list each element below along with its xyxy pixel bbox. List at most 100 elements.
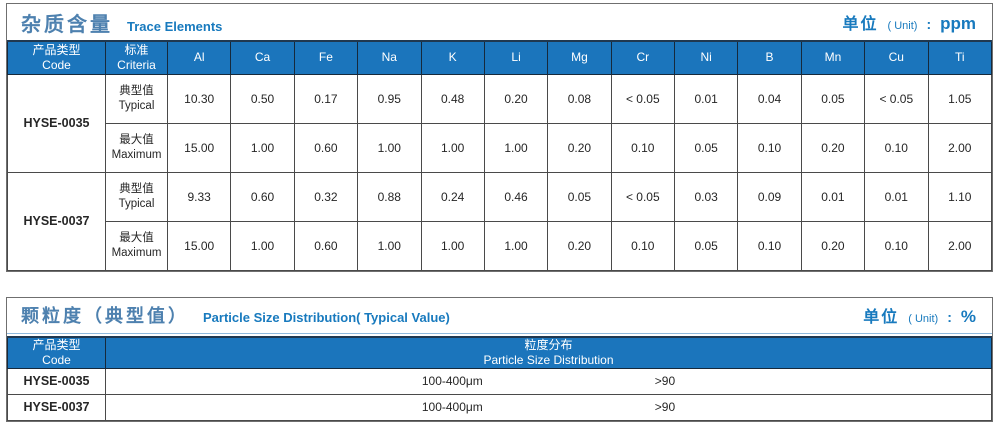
product-code-cell: HYSE-0037: [7, 393, 106, 421]
value-cell: 0.20: [483, 73, 549, 124]
value-cell: 1.00: [230, 220, 295, 271]
particle-table-body: HYSE-0035 100-400μm >90 HYSE-0037 100-400μm >…: [7, 367, 992, 421]
value-cell: 0.46: [483, 171, 549, 222]
trace-panel-header: 杂质含量 Trace Elements 单位 ( Unit) : ppm: [7, 4, 992, 40]
value-cell: 0.05: [800, 73, 866, 124]
particle-title-group: 颗粒度（典型值） Particle Size Distribution( Typ…: [21, 302, 450, 328]
column-header-element: B: [737, 40, 802, 75]
particle-panel-header: 颗粒度（典型值） Particle Size Distribution( Typ…: [7, 298, 992, 334]
particle-table-head: 产品类型 Code 粒度分布 Particle Size Distribution: [7, 335, 992, 369]
value-cell: 1.00: [420, 220, 485, 271]
column-header-element: Li: [483, 40, 549, 75]
value-cell: 0.10: [610, 122, 676, 173]
column-header-element: Cu: [864, 40, 929, 75]
value-cell: 2.00: [927, 122, 992, 173]
trace-title-en: Trace Elements: [127, 18, 223, 34]
value-cell: 0.10: [610, 220, 676, 271]
particle-percentage: >90: [654, 400, 676, 414]
column-header-element: Na: [357, 40, 422, 75]
trace-title-cn: 杂质含量: [21, 13, 113, 36]
value-cell: 0.60: [293, 220, 359, 271]
value-cell: 9.33: [166, 171, 232, 222]
value-cell: 0.20: [547, 220, 612, 271]
criteria-cell: 典型值 Typical: [105, 171, 168, 222]
value-cell: 0.24: [420, 171, 485, 222]
column-header-element: Al: [166, 40, 232, 75]
product-code-cell: HYSE-0035: [7, 73, 106, 173]
value-cell: 2.00: [927, 220, 992, 271]
column-header-code: 产品类型 Code: [7, 335, 106, 369]
value-cell: 0.88: [357, 171, 422, 222]
particle-range: 100-400μm: [421, 374, 483, 388]
unit-label-cn: 单位: [842, 16, 879, 33]
header-row: 产品类型 Code 粒度分布 Particle Size Distribution: [7, 335, 992, 369]
value-cell: 0.05: [673, 122, 739, 173]
column-header-criteria: 标准 Criteria: [105, 40, 168, 75]
value-cell: 1.00: [420, 122, 485, 173]
value-cell: 0.01: [673, 73, 739, 124]
value-cell: 0.50: [230, 73, 295, 124]
value-cell: 1.00: [230, 122, 295, 173]
column-header-element: Ca: [230, 40, 295, 75]
value-cell: 0.01: [864, 171, 929, 222]
value-cell: 0.10: [737, 122, 802, 173]
value-cell: 0.95: [357, 73, 422, 124]
table-row: HYSE-0037 典型值 Typical 9.33 0.60 0.32 0.88 0.24 0…: [7, 171, 992, 271]
unit-value: ppm: [940, 14, 976, 33]
table-row: HYSE-0037 100-400μm >90: [7, 393, 992, 421]
trace-table-body: HYSE-0035 典型值 Typical 10.30 0.50 0.17 0.95 0.48…: [7, 73, 992, 271]
trace-elements-table: 产品类型 Code 标准 Criteria Al Ca Fe Na K Li Mg Cr Ni B Mn Cu…: [7, 40, 992, 271]
distribution-values: 100-400μm >90: [106, 400, 991, 414]
column-header-element: Mn: [800, 40, 866, 75]
table-row: HYSE-0035 典型值 Typical 10.30 0.50 0.17 0.95 0.48…: [7, 73, 992, 173]
table-row: HYSE-0035 100-400μm >90: [7, 367, 992, 395]
value-cell: 1.05: [927, 73, 992, 124]
value-cell: 0.10: [864, 220, 929, 271]
trace-unit-group: 单位 ( Unit) : ppm: [842, 10, 976, 34]
unit-value: %: [960, 307, 976, 326]
value-cell: 0.32: [293, 171, 359, 222]
value-cell: 1.10: [927, 171, 992, 222]
particle-title-en: Particle Size Distribution( Typical Valu…: [203, 310, 450, 325]
value-cell: 0.05: [673, 220, 739, 271]
value-cell: < 0.05: [610, 73, 676, 124]
value-cell: 0.48: [420, 73, 485, 124]
distribution-cell: 100-400μm >90: [105, 393, 992, 421]
column-header-element: Fe: [293, 40, 359, 75]
column-header-element: Cr: [610, 40, 676, 75]
value-cell: 0.10: [737, 220, 802, 271]
column-header-code: 产品类型 Code: [7, 40, 106, 75]
header-row: 产品类型 Code 标准 Criteria Al Ca Fe Na K Li Mg Cr Ni B Mn Cu…: [7, 40, 992, 75]
value-cell: 15.00: [166, 122, 232, 173]
criteria-cell: 最大值 Maximum: [105, 122, 168, 173]
distribution-cell: 100-400μm >90: [105, 367, 992, 395]
unit-colon: :: [926, 16, 932, 32]
value-cell: 1.00: [357, 220, 422, 271]
value-cell: 15.00: [166, 220, 232, 271]
value-cell: < 0.05: [864, 73, 929, 124]
column-header-element: K: [420, 40, 485, 75]
criteria-cell: 最大值 Maximum: [105, 220, 168, 271]
value-cell: 0.17: [293, 73, 359, 124]
trace-title-group: 杂质含量 Trace Elements: [21, 8, 222, 37]
value-cell: 0.10: [864, 122, 929, 173]
value-cell: 0.05: [547, 171, 612, 222]
value-cell: 10.30: [166, 73, 232, 124]
particle-unit-group: 单位 ( Unit) : %: [863, 303, 976, 327]
trace-elements-panel: 杂质含量 Trace Elements 单位 ( Unit) : ppm 产品类…: [6, 3, 993, 272]
distribution-values: 100-400μm >90: [106, 374, 991, 388]
unit-label-cn: 单位: [863, 309, 900, 326]
product-code-cell: HYSE-0035: [7, 367, 106, 395]
column-header-element: Ni: [673, 40, 739, 75]
value-cell: 0.08: [547, 73, 612, 124]
value-cell: 0.09: [737, 171, 802, 222]
column-header-element: Ti: [927, 40, 992, 75]
value-cell: 0.20: [547, 122, 612, 173]
value-cell: 1.00: [483, 122, 549, 173]
value-cell: 0.04: [737, 73, 802, 124]
table-row: 最大值 Maximum 15.00 1.00 0.60 1.00 1.00 1.00 0.20 0…: [8, 122, 992, 173]
value-cell: 1.00: [357, 122, 422, 173]
value-cell: 0.60: [230, 171, 295, 222]
column-header-distribution: 粒度分布 Particle Size Distribution: [105, 335, 992, 369]
unit-label-en: ( Unit): [887, 20, 918, 32]
